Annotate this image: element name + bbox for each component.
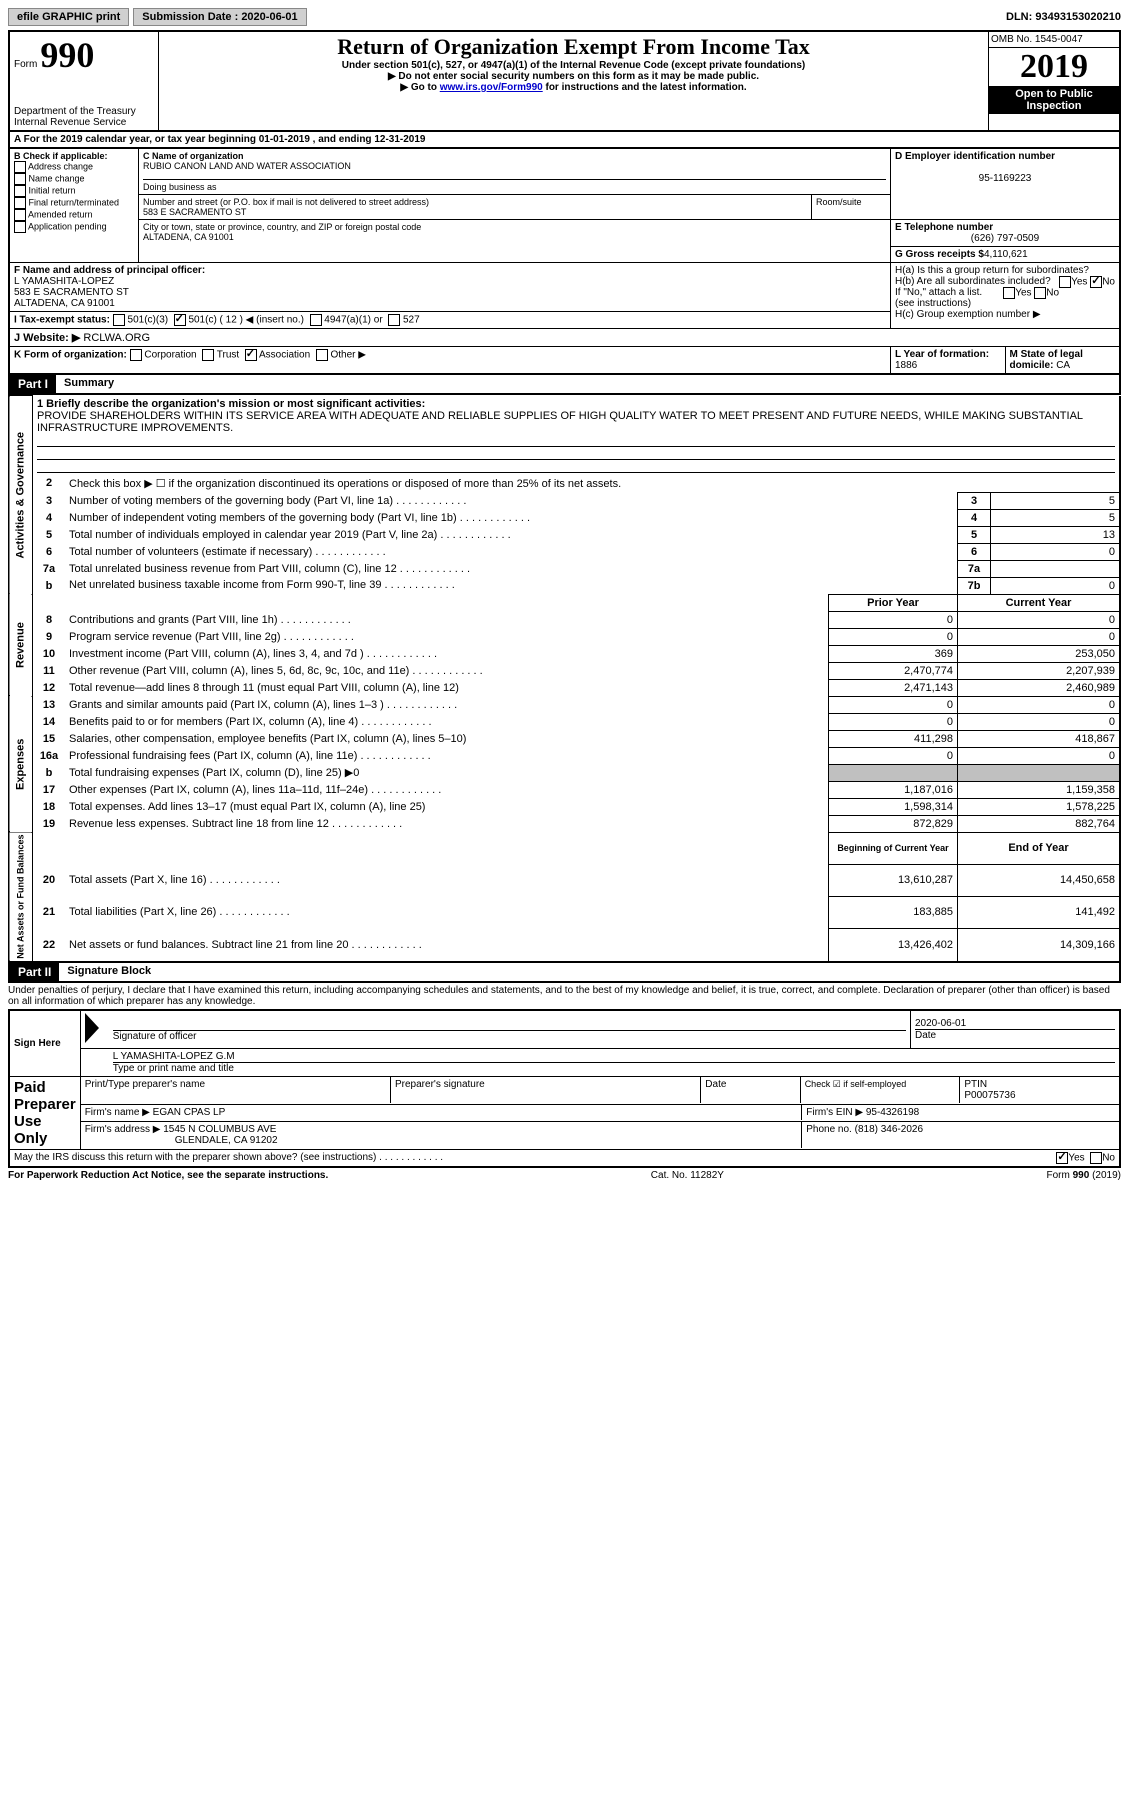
rev-row: 9Program service revenue (Part VIII, lin… bbox=[9, 628, 1120, 645]
col-prior: Prior Year bbox=[829, 594, 958, 611]
exp-row: 15Salaries, other compensation, employee… bbox=[9, 730, 1120, 747]
form-header-table: Form 990 Department of the Treasury Inte… bbox=[8, 30, 1121, 132]
perjury-text: Under penalties of perjury, I declare th… bbox=[8, 983, 1121, 1009]
section-h: H(a) Is this a group return for subordin… bbox=[891, 263, 1121, 329]
section-j: J Website: ▶ RCLWA.ORG bbox=[9, 329, 1120, 347]
ag-row: b Net unrelated business taxable income … bbox=[9, 577, 1120, 594]
section-lm: L Year of formation: 1886 M State of leg… bbox=[891, 347, 1121, 375]
irs-link[interactable]: www.irs.gov/Form990 bbox=[440, 82, 543, 93]
exp-row: 18Total expenses. Add lines 13–17 (must … bbox=[9, 798, 1120, 815]
section-f: F Name and address of principal officer:… bbox=[9, 263, 891, 312]
dept-label: Department of the Treasury bbox=[14, 106, 154, 117]
tax-year: 2019 bbox=[989, 48, 1119, 86]
section-i: I Tax-exempt status: 501(c)(3) 501(c) ( … bbox=[9, 312, 891, 329]
right-box-cell: OMB No. 1545-0047 2019 Open to Public In… bbox=[989, 31, 1121, 131]
ag-row: 7a Total unrelated business revenue from… bbox=[9, 560, 1120, 577]
section-d: D Employer identification number 95-1169… bbox=[891, 148, 1121, 220]
exp-row: bTotal fundraising expenses (Part IX, co… bbox=[9, 764, 1120, 781]
arrow-icon bbox=[85, 1013, 99, 1043]
submission-button[interactable]: Submission Date : 2020-06-01 bbox=[133, 8, 306, 26]
vert-exp: Expenses bbox=[9, 696, 33, 832]
col-current: Current Year bbox=[958, 594, 1121, 611]
line2: Check this box ▶ ☐ if the organization d… bbox=[65, 475, 1120, 493]
part1-label: Part I bbox=[10, 375, 56, 393]
exp-row: 14Benefits paid to or for members (Part … bbox=[9, 713, 1120, 730]
open-inspection: Open to Public Inspection bbox=[989, 86, 1119, 114]
col-begin: Beginning of Current Year bbox=[829, 832, 958, 864]
footer-right: Form 990 (2019) bbox=[1047, 1170, 1121, 1181]
paid-preparer-label: Paid Preparer Use Only bbox=[9, 1076, 80, 1149]
part1-name: Summary bbox=[56, 375, 122, 393]
ag-row: 4 Number of independent voting members o… bbox=[9, 509, 1120, 526]
exp-row: 16aProfessional fundraising fees (Part I… bbox=[9, 747, 1120, 764]
form-subtitle-3: ▶ Go to www.irs.gov/Form990 for instruct… bbox=[163, 82, 984, 93]
irs-label: Internal Revenue Service bbox=[14, 117, 154, 128]
net-row: 21Total liabilities (Part X, line 26) 18… bbox=[9, 896, 1120, 928]
section-g: G Gross receipts $4,110,621 bbox=[891, 247, 1121, 263]
section-c-city: City or town, state or province, country… bbox=[139, 220, 891, 263]
discuss-row: May the IRS discuss this return with the… bbox=[9, 1149, 1120, 1167]
form-title: Return of Organization Exempt From Incom… bbox=[163, 34, 984, 60]
ag-row: 5 Total number of individuals employed i… bbox=[9, 526, 1120, 543]
line1-cell: 1 Briefly describe the organization's mi… bbox=[33, 396, 1121, 475]
sign-here-label: Sign Here bbox=[9, 1010, 80, 1077]
form-subtitle-2: ▶ Do not enter social security numbers o… bbox=[163, 71, 984, 82]
summary-table: Activities & Governance 1 Briefly descri… bbox=[8, 395, 1121, 963]
form-label: Form bbox=[14, 59, 37, 70]
omb-label: OMB No. 1545-0047 bbox=[989, 32, 1119, 48]
footer-mid: Cat. No. 11282Y bbox=[651, 1170, 724, 1181]
vert-ag: Activities & Governance bbox=[9, 396, 33, 595]
title-cell: Return of Organization Exempt From Incom… bbox=[159, 31, 989, 131]
exp-row: 17Other expenses (Part IX, column (A), l… bbox=[9, 781, 1120, 798]
col-end: End of Year bbox=[958, 832, 1121, 864]
form-subtitle-1: Under section 501(c), 527, or 4947(a)(1)… bbox=[163, 60, 984, 71]
rev-row: 10Investment income (Part VIII, column (… bbox=[9, 645, 1120, 662]
net-row: 20Total assets (Part X, line 16) 13,610,… bbox=[9, 864, 1120, 896]
rev-row: 8Contributions and grants (Part VIII, li… bbox=[9, 611, 1120, 628]
line-a: A For the 2019 calendar year, or tax yea… bbox=[8, 132, 1121, 147]
vert-rev: Revenue bbox=[9, 594, 33, 696]
net-row: 22Net assets or fund balances. Subtract … bbox=[9, 929, 1120, 962]
part2-label: Part II bbox=[10, 963, 59, 981]
section-c-name: C Name of organization RUBIO CANON LAND … bbox=[139, 148, 891, 195]
ag-row: 3 Number of voting members of the govern… bbox=[9, 492, 1120, 509]
section-e: E Telephone number (626) 797-0509 bbox=[891, 220, 1121, 247]
section-k: K Form of organization: Corporation Trus… bbox=[9, 347, 891, 375]
section-c-addr: Number and street (or P.O. box if mail i… bbox=[139, 195, 891, 220]
footer: For Paperwork Reduction Act Notice, see … bbox=[8, 1170, 1121, 1181]
header-bar: efile GRAPHIC print Submission Date : 20… bbox=[8, 8, 1121, 26]
dln-label: DLN: 93493153020210 bbox=[1006, 11, 1121, 23]
ag-row: 6 Total number of volunteers (estimate i… bbox=[9, 543, 1120, 560]
vert-net: Net Assets or Fund Balances bbox=[9, 832, 33, 962]
signature-table: Sign Here Signature of officer 2020-06-0… bbox=[8, 1009, 1121, 1168]
section-b: B Check if applicable: Address change Na… bbox=[9, 148, 139, 263]
efile-button[interactable]: efile GRAPHIC print bbox=[8, 8, 129, 26]
part2-name: Signature Block bbox=[59, 963, 159, 981]
rev-row: 11Other revenue (Part VIII, column (A), … bbox=[9, 662, 1120, 679]
info-block: B Check if applicable: Address change Na… bbox=[8, 147, 1121, 375]
form-number: 990 bbox=[40, 35, 94, 75]
rev-row: 12Total revenue—add lines 8 through 11 (… bbox=[9, 679, 1120, 696]
form-id-cell: Form 990 Department of the Treasury Inte… bbox=[9, 31, 159, 131]
exp-row: 19Revenue less expenses. Subtract line 1… bbox=[9, 815, 1120, 832]
footer-left: For Paperwork Reduction Act Notice, see … bbox=[8, 1170, 328, 1181]
